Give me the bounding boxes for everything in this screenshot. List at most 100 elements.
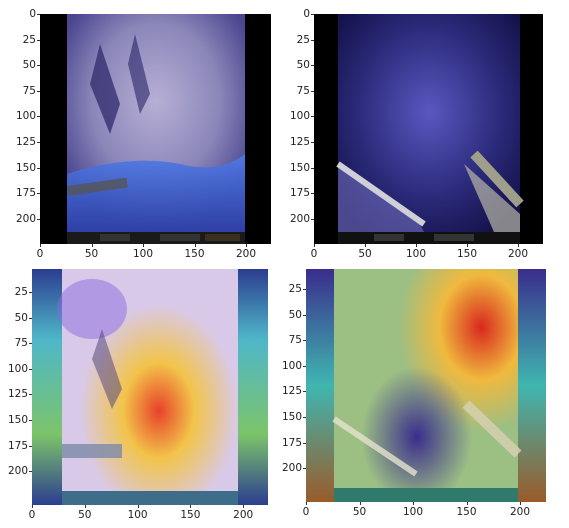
x-tick-label: 150 — [456, 248, 478, 260]
x-tick-label: 150 — [456, 506, 477, 518]
x-tick-mark — [91, 244, 93, 247]
y-tick-mark — [311, 65, 314, 67]
x-tick-mark — [243, 505, 245, 508]
y-tick-label: 25 — [14, 286, 28, 298]
y-tick-label: 150 — [289, 161, 310, 174]
y-tick-label: 175 — [289, 187, 310, 200]
y-tick-mark — [311, 14, 314, 15]
heatmap-image — [306, 269, 546, 502]
y-tick-mark — [37, 39, 40, 41]
x-tick-mark — [314, 244, 315, 247]
x-tick-label: 50 — [78, 509, 92, 521]
y-tick-label: 25 — [296, 33, 310, 46]
y-tick-label: 100 — [289, 110, 310, 123]
x-tick-label: 0 — [28, 509, 36, 521]
y-tick-label: 175 — [15, 187, 36, 200]
y-tick-mark — [303, 468, 306, 470]
x-tick-label: 0 — [36, 248, 44, 260]
y-tick-mark — [37, 193, 40, 195]
x-tick-mark — [137, 505, 139, 508]
x-tick-mark — [246, 244, 247, 247]
x-tick-mark — [306, 502, 307, 505]
y-tick-label: 25 — [288, 283, 302, 295]
y-tick-label: 75 — [22, 84, 36, 97]
x-tick-label: 100 — [405, 248, 427, 260]
x-tick-mark — [518, 244, 519, 247]
x-tick-label: 150 — [184, 248, 205, 260]
y-tick-label: 50 — [296, 59, 310, 72]
y-tick-mark — [29, 343, 32, 345]
y-tick-mark — [37, 116, 40, 118]
y-tick-mark — [303, 289, 306, 290]
y-tick-mark — [29, 317, 32, 319]
x-tick-label: 150 — [180, 509, 201, 521]
y-tick-label: 175 — [281, 436, 302, 449]
y-tick-mark — [303, 314, 306, 316]
x-tick-mark — [143, 244, 144, 247]
y-tick-label: 200 — [15, 212, 36, 225]
endoscope-image — [314, 14, 543, 244]
y-tick-label: 100 — [281, 359, 302, 372]
y-tick-mark — [37, 142, 40, 143]
heatmap-bottom-right — [306, 269, 546, 502]
y-tick-label: 150 — [7, 414, 28, 426]
y-tick-label: 0 — [29, 8, 36, 20]
y-tick-mark — [303, 391, 306, 393]
x-tick-mark — [467, 244, 468, 247]
x-tick-label: 0 — [302, 506, 310, 518]
heatmap-image — [32, 269, 268, 505]
x-tick-mark — [365, 244, 366, 247]
y-tick-mark — [29, 445, 32, 447]
y-tick-label: 75 — [296, 84, 310, 97]
y-tick-mark — [303, 417, 306, 418]
x-tick-mark — [359, 502, 361, 505]
y-tick-mark — [311, 90, 314, 92]
y-tick-label: 125 — [281, 385, 302, 398]
y-tick-label: 200 — [281, 462, 302, 475]
x-tick-mark — [520, 502, 521, 505]
y-tick-label: 125 — [289, 136, 310, 148]
x-tick-label: 50 — [84, 248, 99, 260]
x-tick-label: 50 — [358, 248, 372, 260]
x-tick-label: 200 — [507, 248, 529, 260]
y-tick-label: 175 — [7, 439, 28, 452]
y-tick-mark — [311, 39, 314, 41]
y-tick-mark — [29, 292, 32, 293]
y-tick-mark — [37, 218, 40, 220]
y-tick-label: 75 — [14, 337, 28, 350]
y-tick-label: 25 — [22, 33, 36, 46]
y-tick-mark — [29, 394, 32, 396]
x-tick-mark — [32, 505, 33, 508]
y-tick-label: 0 — [303, 8, 310, 20]
y-tick-mark — [311, 167, 314, 169]
x-tick-label: 200 — [233, 509, 254, 521]
y-tick-label: 50 — [288, 308, 302, 321]
y-tick-label: 200 — [7, 465, 28, 478]
x-tick-mark — [413, 502, 414, 505]
y-tick-mark — [303, 442, 306, 444]
y-tick-mark — [311, 193, 314, 195]
heatmap-bottom-left — [32, 269, 268, 505]
y-tick-mark — [311, 116, 314, 118]
y-tick-mark — [311, 142, 314, 143]
y-tick-label: 150 — [15, 161, 36, 174]
y-tick-label: 50 — [22, 59, 36, 72]
y-tick-label: 75 — [288, 334, 302, 347]
y-tick-label: 200 — [289, 212, 310, 225]
image-top-left — [40, 14, 271, 244]
x-tick-mark — [416, 244, 417, 247]
endoscope-image — [40, 14, 271, 244]
y-tick-mark — [37, 167, 40, 169]
x-tick-mark — [40, 244, 41, 247]
x-tick-mark — [194, 244, 196, 247]
y-tick-label: 125 — [15, 136, 36, 148]
panel-bottom-right — [284, 264, 569, 528]
x-tick-mark — [466, 502, 468, 505]
panel-top-left — [0, 0, 285, 264]
x-tick-label: 100 — [132, 248, 154, 260]
y-tick-label: 50 — [14, 311, 28, 324]
y-tick-mark — [303, 340, 306, 342]
x-tick-label: 200 — [235, 248, 257, 260]
y-tick-label: 125 — [7, 388, 28, 401]
y-tick-mark — [37, 65, 40, 67]
